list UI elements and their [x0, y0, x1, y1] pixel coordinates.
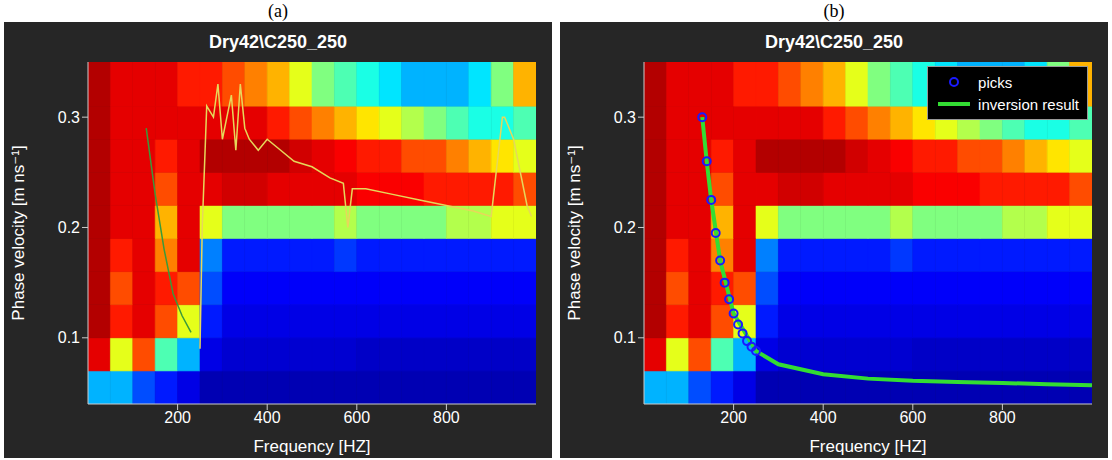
svg-text:0.2: 0.2 [614, 219, 636, 236]
svg-text:Frequency [HZ]: Frequency [HZ] [253, 437, 370, 456]
svg-text:Frequency [HZ]: Frequency [HZ] [809, 437, 926, 456]
svg-text:0.3: 0.3 [58, 109, 80, 126]
svg-text:0.1: 0.1 [614, 329, 636, 346]
html-text:(b): (b) [823, 1, 845, 21]
svg-text:800: 800 [989, 409, 1016, 426]
svg-text:600: 600 [899, 409, 926, 426]
html-text:picks: picks [978, 73, 1013, 91]
svg-text:200: 200 [164, 409, 191, 426]
svg-text:Phase velocity [m ns⁻¹]: Phase velocity [m ns⁻¹] [9, 145, 28, 320]
svg-text:0.2: 0.2 [58, 219, 80, 236]
html-text:(a): (a) [268, 1, 288, 21]
html-text:Dry42\C250_250: Dry42\C250_250 [764, 32, 904, 52]
html-text:inversion result: inversion result [978, 95, 1079, 113]
svg-text:Phase velocity [m ns⁻¹]: Phase velocity [m ns⁻¹] [565, 145, 584, 320]
html-text:Dry42\C250_250: Dry42\C250_250 [208, 32, 348, 52]
svg-text:0.1: 0.1 [58, 329, 80, 346]
svg-text:400: 400 [254, 409, 281, 426]
svg-text:400: 400 [810, 409, 837, 426]
svg-text:200: 200 [720, 409, 747, 426]
svg-text:800: 800 [433, 409, 460, 426]
svg-text:600: 600 [343, 409, 370, 426]
svg-text:0.3: 0.3 [614, 109, 636, 126]
